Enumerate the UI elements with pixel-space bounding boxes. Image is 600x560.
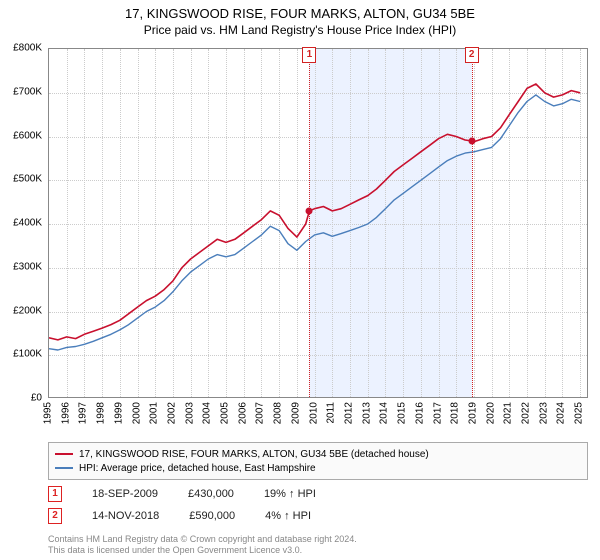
- sale-marker-1: 1: [48, 486, 62, 502]
- sale-date-1: 18-SEP-2009: [92, 488, 158, 500]
- chart-area: 12 £0£100K£200K£300K£400K£500K£600K£700K…: [48, 48, 588, 398]
- sale-marker-2: 2: [48, 508, 62, 524]
- legend-swatch-property: [55, 453, 73, 455]
- chart-subtitle: Price paid vs. HM Land Registry's House …: [0, 21, 600, 41]
- legend: 17, KINGSWOOD RISE, FOUR MARKS, ALTON, G…: [48, 442, 588, 480]
- sale-row-1: 1 18-SEP-2009 £430,000 19% ↑ HPI: [48, 486, 588, 502]
- plot-frame: 12: [48, 48, 588, 398]
- sale-date-2: 14-NOV-2018: [92, 510, 159, 522]
- sale-price-1: £430,000: [188, 488, 234, 500]
- legend-item-hpi: HPI: Average price, detached house, East…: [55, 461, 581, 475]
- sale-delta-1: 19% ↑ HPI: [264, 488, 316, 500]
- footnote: Contains HM Land Registry data © Crown c…: [48, 534, 588, 556]
- footnote-line1: Contains HM Land Registry data © Crown c…: [48, 534, 588, 545]
- sale-row-2: 2 14-NOV-2018 £590,000 4% ↑ HPI: [48, 508, 588, 524]
- legend-item-property: 17, KINGSWOOD RISE, FOUR MARKS, ALTON, G…: [55, 447, 581, 461]
- legend-label-property: 17, KINGSWOOD RISE, FOUR MARKS, ALTON, G…: [79, 449, 429, 460]
- legend-swatch-hpi: [55, 467, 73, 469]
- sale-price-2: £590,000: [189, 510, 235, 522]
- chart-container: 17, KINGSWOOD RISE, FOUR MARKS, ALTON, G…: [0, 0, 600, 560]
- legend-label-hpi: HPI: Average price, detached house, East…: [79, 463, 316, 474]
- line-series-svg: [49, 49, 589, 399]
- footnote-line2: This data is licensed under the Open Gov…: [48, 545, 588, 556]
- sale-delta-2: 4% ↑ HPI: [265, 510, 311, 522]
- chart-title: 17, KINGSWOOD RISE, FOUR MARKS, ALTON, G…: [0, 0, 600, 21]
